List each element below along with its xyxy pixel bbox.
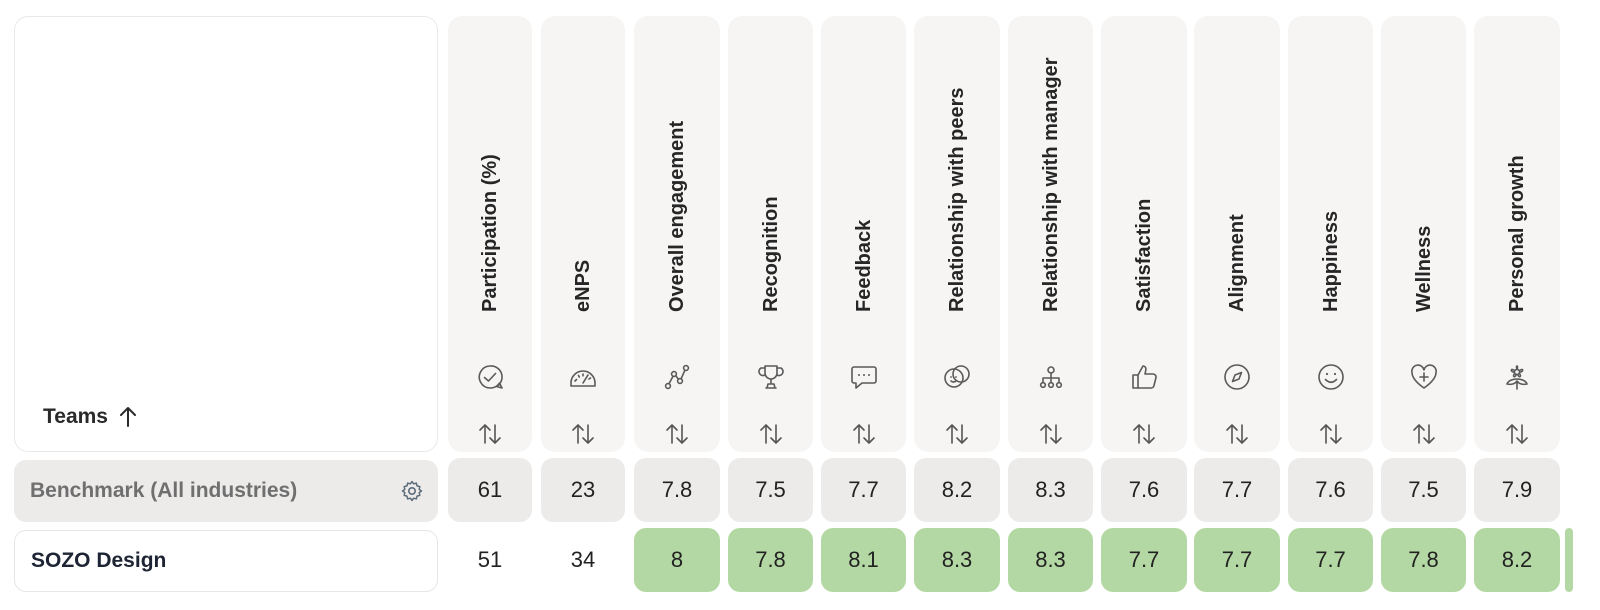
sort-toggle-icon[interactable] (758, 421, 784, 447)
benchmark-cell-happiness: 7.6 (1288, 458, 1373, 522)
column-header-satisfaction: Satisfaction (1101, 16, 1187, 452)
benchmark-cell-participation: 61 (448, 458, 532, 522)
column-title: Satisfaction (1133, 198, 1155, 312)
column-title: eNPS (572, 259, 594, 312)
team-cell-relationship_peers: 8.3 (914, 528, 1000, 592)
column-title: Participation (%) (479, 154, 501, 312)
column-title: Personal growth (1506, 155, 1528, 312)
column-header-feedback: Feedback (821, 16, 906, 452)
smiley-icon (1317, 364, 1344, 390)
compass-icon (1224, 364, 1250, 390)
column-title: Wellness (1412, 225, 1435, 312)
column-title: Recognition (759, 196, 782, 312)
column-title: Relationship with peers (946, 87, 968, 312)
teams-header-label: Teams (43, 405, 108, 428)
benchmark-cell-relationship_manager: 8.3 (1008, 458, 1093, 522)
benchmark-cell-personal_growth: 7.9 (1474, 458, 1560, 522)
team-name: SOZO Design (31, 549, 167, 572)
column-title: Relationship with manager (1039, 57, 1062, 312)
benchmark-cell-enps: 23 (541, 458, 625, 522)
team-cell-enps: 34 (570, 547, 596, 572)
sort-toggle-icon[interactable] (1318, 421, 1344, 447)
org-chart-icon (1039, 366, 1062, 389)
teams-column-header: Teams (14, 16, 438, 452)
team-row-label[interactable]: SOZO Design (14, 530, 438, 592)
benchmark-cell-satisfaction: 7.6 (1101, 458, 1187, 522)
chat-bubble-icon (850, 366, 877, 389)
benchmark-cell-relationship_peers: 8.2 (914, 458, 1000, 522)
column-title: Alignment (1226, 214, 1248, 312)
team-cell-recognition: 7.8 (728, 528, 813, 592)
thumbs-up-icon (1132, 365, 1157, 389)
benchmark-cell-recognition: 7.5 (728, 458, 813, 522)
sort-toggle-icon[interactable] (944, 421, 970, 447)
team-cell-alignment: 7.7 (1194, 528, 1280, 592)
flower-icon (1506, 365, 1528, 390)
column-title: Overall engagement (666, 120, 688, 312)
benchmark-label: Benchmark (All industries) (30, 479, 298, 502)
team-cell-overall_engagement: 8 (634, 528, 720, 592)
arrow-up-icon (119, 407, 136, 427)
column-header-relationship_peers: Relationship with peers (914, 16, 1000, 452)
column-header-personal_growth: Personal growth (1474, 16, 1560, 452)
team-cell-happiness: 7.7 (1288, 528, 1373, 592)
team-cell-relationship_manager: 8.3 (1008, 528, 1093, 592)
benchmark-cell-overall_engagement: 7.8 (634, 458, 720, 522)
sort-toggle-icon[interactable] (570, 421, 596, 447)
column-header-happiness: Happiness (1288, 16, 1373, 452)
sort-toggle-icon[interactable] (851, 421, 877, 447)
trophy-icon (757, 365, 784, 389)
heart-plus-icon (1410, 364, 1437, 389)
column-header-alignment: Alignment (1194, 16, 1280, 452)
gear-icon[interactable] (400, 479, 424, 503)
next-column-edge (1565, 528, 1573, 592)
team-cell-feedback: 8.1 (821, 528, 906, 592)
speech-check-icon (478, 365, 503, 389)
column-title: Feedback (852, 219, 875, 312)
sort-toggle-icon[interactable] (664, 421, 690, 447)
sort-toggle-icon[interactable] (1411, 421, 1437, 447)
team-cell-participation: 51 (477, 547, 503, 572)
column-header-overall_engagement: Overall engagement (634, 16, 720, 452)
column-header-recognition: Recognition (728, 16, 813, 452)
benchmark-cell-feedback: 7.7 (821, 458, 906, 522)
benchmark-cell-alignment: 7.7 (1194, 458, 1280, 522)
team-cell-satisfaction: 7.7 (1101, 528, 1187, 592)
column-title: Happiness (1319, 210, 1342, 312)
sort-toggle-icon[interactable] (1038, 421, 1064, 447)
peers-faces-icon (944, 365, 970, 388)
benchmark-row-label: Benchmark (All industries) (14, 460, 438, 522)
sort-toggle-icon[interactable] (1224, 421, 1250, 447)
column-header-wellness: Wellness (1381, 16, 1466, 452)
sort-toggle-icon[interactable] (477, 421, 503, 447)
column-header-enps: eNPS (541, 16, 625, 452)
column-header-participation: Participation (%) (448, 16, 532, 452)
team-cell-wellness: 7.8 (1381, 528, 1466, 592)
gauge-icon (570, 370, 596, 387)
sort-toggle-icon[interactable] (1131, 421, 1157, 447)
column-header-relationship_manager: Relationship with manager (1008, 16, 1093, 452)
benchmark-cell-wellness: 7.5 (1381, 458, 1466, 522)
teams-sort-button[interactable]: Teams (43, 405, 138, 429)
sort-toggle-icon[interactable] (1504, 421, 1530, 447)
team-cell-personal_growth: 8.2 (1474, 528, 1560, 592)
graph-nodes-icon (664, 364, 690, 390)
